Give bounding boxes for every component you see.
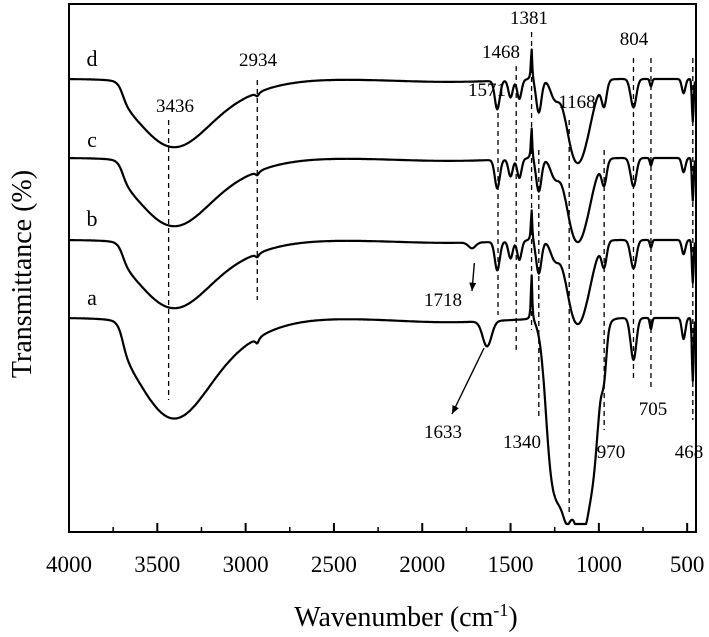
x-tick-label-1000: 1000 [576,552,622,577]
annotation-970: 970 [597,442,626,463]
series-label-d: d [87,46,98,71]
series-label-a: a [87,285,97,310]
x-tick-label-2500: 2500 [311,552,357,577]
x-tick-labels: 4000 3500 3000 2500 2000 1500 1000 500 [46,552,704,577]
spectrum-a [68,274,696,526]
annotation-labels: 3436 2934 1718 1633 1571 1468 1381 1340 1168 970 8… [156,8,703,463]
series-labels: a b c d [87,46,98,310]
spectra [68,48,696,526]
arrowhead-1633 [452,405,459,414]
annotation-1168: 1168 [558,92,595,113]
annotation-1633: 1633 [424,422,462,443]
arrow-1633 [451,347,485,415]
arrowhead-1718 [469,282,477,291]
annotation-3436: 3436 [156,96,194,117]
annotation-468: 468 [675,442,704,463]
x-axis-title-sup: -1 [493,600,508,620]
x-ticks [68,523,689,532]
series-label-b: b [87,206,98,231]
annotation-1571: 1571 [468,80,506,101]
annotation-1718: 1718 [424,290,462,311]
spectrum-c [68,127,696,244]
x-tick-label-3500: 3500 [134,552,180,577]
x-axis-title: Wavenumber (cm-1) [294,600,517,633]
annotation-804: 804 [620,29,649,50]
x-axis-title-close: ) [508,602,517,633]
y-axis-title: Transmittance (%) [7,170,38,378]
spectrum-b [68,209,696,326]
annotation-1468: 1468 [482,42,520,63]
x-tick-label-1500: 1500 [488,552,534,577]
series-label-c: c [87,127,97,152]
x-tick-label-500: 500 [670,552,705,577]
spectrum-d [68,48,696,165]
annotation-2934: 2934 [239,50,278,71]
annotation-1340: 1340 [503,432,541,453]
plot-frame [68,3,697,533]
annotation-705: 705 [639,399,668,420]
x-tick-label-4000: 4000 [46,552,92,577]
annotation-1381: 1381 [510,8,548,29]
x-tick-label-2000: 2000 [399,552,445,577]
x-axis-title-text: Wavenumber (cm [294,602,493,633]
annotation-lines [167,32,694,515]
x-tick-label-3000: 3000 [223,552,269,577]
